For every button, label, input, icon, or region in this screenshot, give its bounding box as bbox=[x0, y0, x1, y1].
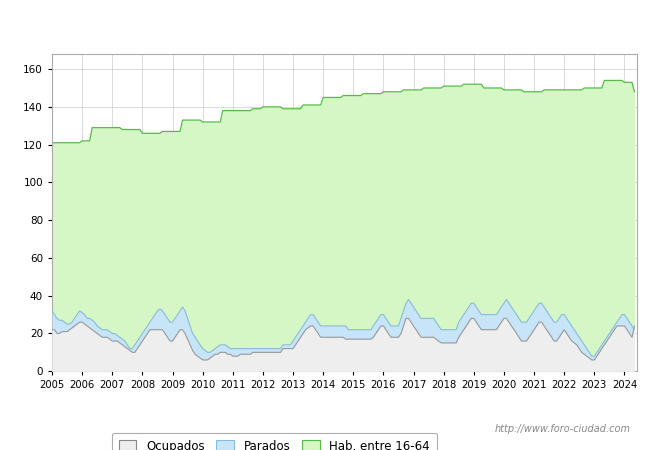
Text: Millena - Evolucion de la poblacion en edad de Trabajar Mayo de 2024: Millena - Evolucion de la poblacion en e… bbox=[91, 17, 559, 30]
Legend: Ocupados, Parados, Hab. entre 16-64: Ocupados, Parados, Hab. entre 16-64 bbox=[112, 433, 437, 450]
Text: http://www.foro-ciudad.com: http://www.foro-ciudad.com bbox=[495, 424, 630, 434]
Text: FORO-CIUDAD.COM: FORO-CIUDAD.COM bbox=[209, 248, 480, 272]
